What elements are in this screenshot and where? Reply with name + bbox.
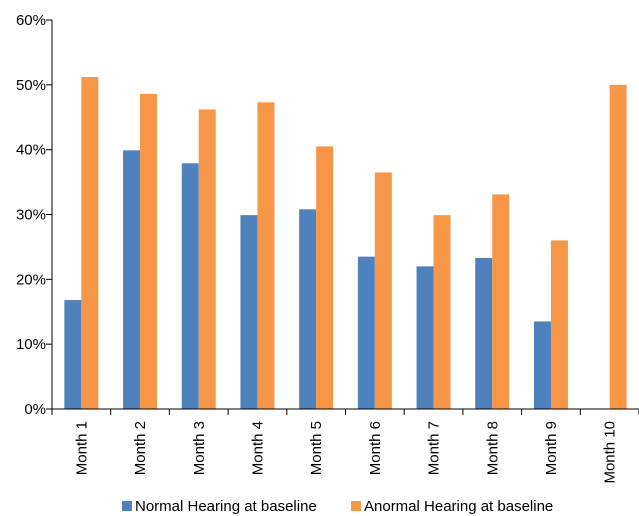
x-tick-label-8: Month 8 (484, 421, 501, 475)
legend-swatch-anormal-hearing (351, 501, 361, 511)
x-tick-label-5: Month 5 (308, 421, 325, 475)
x-tick-label-4: Month 4 (249, 421, 266, 475)
y-tick-label-5: 50% (16, 77, 46, 94)
y-tick-label-6: 60% (16, 12, 46, 29)
legend: Normal Hearing at baseline Anormal Heari… (122, 498, 553, 515)
x-tick-label-10: Month 10 (602, 421, 619, 484)
bar-normal-2 (123, 150, 141, 409)
bar-anormal-8 (492, 194, 510, 409)
bar-normal-3 (181, 163, 199, 409)
bar-anormal-6 (374, 172, 392, 409)
legend-label-normal-hearing: Normal Hearing at baseline (135, 498, 317, 515)
bar-anormal-10 (609, 84, 627, 409)
x-tick-label-7: Month 7 (426, 421, 443, 475)
bar-anormal-1 (81, 77, 99, 409)
bar-anormal-2 (140, 93, 158, 409)
x-tick-label-1: Month 1 (73, 421, 90, 475)
bar-anormal-7 (433, 215, 451, 409)
x-tick-label-2: Month 2 (132, 421, 149, 475)
legend-swatch-normal-hearing (122, 501, 132, 511)
bar-normal-4 (240, 215, 258, 409)
bar-normal-8 (475, 257, 493, 409)
bar-anormal-3 (198, 109, 216, 409)
y-tick-label-2: 20% (16, 271, 46, 288)
y-tick-label-0: 0% (24, 401, 46, 418)
bar-anormal-5 (316, 146, 334, 410)
y-tick-label-4: 40% (16, 142, 46, 159)
y-tick-label-1: 10% (16, 336, 46, 353)
y-tick-label-3: 30% (16, 207, 46, 224)
bar-anormal-4 (257, 102, 275, 410)
x-tick-label-9: Month 9 (543, 421, 560, 475)
x-axis: Month 1 Month 2 Month 3 Month 4 Month 5 Month… (51, 408, 639, 484)
legend-label-anormal-hearing: Anormal Hearing at baseline (364, 498, 553, 515)
bar-normal-6 (357, 256, 375, 409)
y-axis: 0% 10% 20% 30% 40% 50% 60% (16, 12, 53, 418)
x-tick-label-6: Month 6 (367, 421, 384, 475)
bar-normal-1 (64, 300, 82, 409)
bar-normal-7 (416, 266, 434, 409)
bar-normal-9 (533, 321, 551, 409)
bar-anormal-9 (550, 240, 568, 409)
x-tick-label-3: Month 3 (191, 421, 208, 475)
bars (64, 77, 627, 410)
bar-normal-5 (299, 209, 317, 409)
